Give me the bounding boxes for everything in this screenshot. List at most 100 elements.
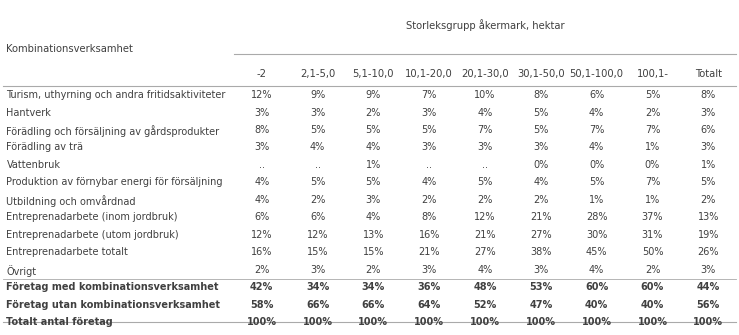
Text: 38%: 38% [530, 247, 551, 257]
Text: 44%: 44% [697, 282, 720, 292]
Text: 0%: 0% [645, 160, 660, 170]
Text: 5%: 5% [366, 125, 381, 135]
Text: 5%: 5% [310, 178, 325, 187]
Text: 13%: 13% [363, 230, 384, 240]
Text: 3%: 3% [477, 142, 493, 152]
Text: 2%: 2% [701, 195, 716, 205]
Text: 48%: 48% [474, 282, 497, 292]
Text: 6%: 6% [701, 125, 716, 135]
Text: 16%: 16% [418, 230, 440, 240]
Text: 3%: 3% [534, 265, 548, 275]
Text: 5%: 5% [421, 125, 437, 135]
Text: 1%: 1% [645, 195, 660, 205]
Text: 5,1-10,0: 5,1-10,0 [353, 69, 394, 79]
Text: 100%: 100% [247, 317, 276, 327]
Text: Totalt: Totalt [695, 69, 722, 79]
Text: 100%: 100% [526, 317, 556, 327]
Text: 21%: 21% [474, 230, 496, 240]
Text: 3%: 3% [310, 265, 325, 275]
Text: 5%: 5% [366, 178, 381, 187]
Text: 30,1-50,0: 30,1-50,0 [517, 69, 565, 79]
Text: 15%: 15% [363, 247, 384, 257]
Text: 6%: 6% [310, 212, 325, 222]
Text: 30%: 30% [586, 230, 607, 240]
Text: 7%: 7% [589, 125, 605, 135]
Text: 2%: 2% [477, 195, 493, 205]
Text: 13%: 13% [698, 212, 719, 222]
Text: 7%: 7% [421, 90, 437, 100]
Text: 2%: 2% [533, 195, 548, 205]
Text: 5%: 5% [589, 178, 605, 187]
Text: 4%: 4% [589, 265, 605, 275]
Text: 100%: 100% [638, 317, 667, 327]
Text: 7%: 7% [477, 125, 493, 135]
Text: 4%: 4% [589, 108, 605, 118]
Text: 4%: 4% [366, 212, 381, 222]
Text: 1%: 1% [589, 195, 605, 205]
Text: 3%: 3% [421, 142, 437, 152]
Text: 3%: 3% [310, 108, 325, 118]
Text: 3%: 3% [254, 108, 269, 118]
Text: Totalt antal företag: Totalt antal företag [7, 317, 113, 327]
Text: 64%: 64% [418, 299, 441, 310]
Text: 5%: 5% [310, 125, 325, 135]
Text: 20,1-30,0: 20,1-30,0 [461, 69, 509, 79]
Text: 66%: 66% [362, 299, 385, 310]
Text: Vattenbruk: Vattenbruk [7, 160, 61, 170]
Text: 27%: 27% [530, 230, 551, 240]
Text: 52%: 52% [474, 299, 497, 310]
Text: 4%: 4% [310, 142, 325, 152]
Text: 3%: 3% [421, 265, 437, 275]
Text: ..: .. [259, 160, 265, 170]
Text: 10%: 10% [474, 90, 496, 100]
Text: 4%: 4% [589, 142, 605, 152]
Text: 5%: 5% [477, 178, 493, 187]
Text: 1%: 1% [645, 142, 660, 152]
Text: 9%: 9% [366, 90, 381, 100]
Text: 2%: 2% [421, 195, 437, 205]
Text: 3%: 3% [421, 108, 437, 118]
Text: 2,1-5,0: 2,1-5,0 [300, 69, 336, 79]
Text: 10,1-20,0: 10,1-20,0 [405, 69, 453, 79]
Text: 66%: 66% [306, 299, 329, 310]
Text: 3%: 3% [701, 142, 716, 152]
Text: Utbildning och omvårdnad: Utbildning och omvårdnad [7, 195, 136, 207]
Text: 27%: 27% [474, 247, 496, 257]
Text: 3%: 3% [701, 265, 716, 275]
Text: 60%: 60% [641, 282, 664, 292]
Text: 26%: 26% [698, 247, 719, 257]
Text: 100%: 100% [302, 317, 333, 327]
Text: ..: .. [315, 160, 321, 170]
Text: 45%: 45% [586, 247, 607, 257]
Text: 2%: 2% [254, 265, 270, 275]
Text: 60%: 60% [585, 282, 608, 292]
Text: 34%: 34% [362, 282, 385, 292]
Text: 3%: 3% [366, 195, 381, 205]
Text: 5%: 5% [645, 90, 660, 100]
Text: 6%: 6% [254, 212, 269, 222]
Text: 100%: 100% [358, 317, 389, 327]
Text: 7%: 7% [645, 125, 660, 135]
Text: 16%: 16% [251, 247, 273, 257]
Text: 4%: 4% [254, 178, 269, 187]
Text: 2%: 2% [366, 108, 381, 118]
Text: Förädling av trä: Förädling av trä [7, 142, 84, 152]
Text: 3%: 3% [534, 142, 548, 152]
Text: 50%: 50% [641, 247, 663, 257]
Text: 15%: 15% [307, 247, 328, 257]
Text: 12%: 12% [251, 230, 273, 240]
Text: Entreprenadarbete totalt: Entreprenadarbete totalt [7, 247, 129, 257]
Text: 36%: 36% [418, 282, 441, 292]
Text: 100,1-: 100,1- [636, 69, 669, 79]
Text: 8%: 8% [701, 90, 716, 100]
Text: Övrigt: Övrigt [7, 265, 36, 277]
Text: 12%: 12% [307, 230, 328, 240]
Text: 9%: 9% [310, 90, 325, 100]
Text: 0%: 0% [534, 160, 548, 170]
Text: 8%: 8% [254, 125, 269, 135]
Text: 2%: 2% [310, 195, 325, 205]
Text: Entreprenadarbete (utom jordbruk): Entreprenadarbete (utom jordbruk) [7, 230, 179, 240]
Text: 53%: 53% [529, 282, 553, 292]
Text: Kombinationsverksamhet: Kombinationsverksamhet [7, 44, 133, 54]
Text: 8%: 8% [534, 90, 548, 100]
